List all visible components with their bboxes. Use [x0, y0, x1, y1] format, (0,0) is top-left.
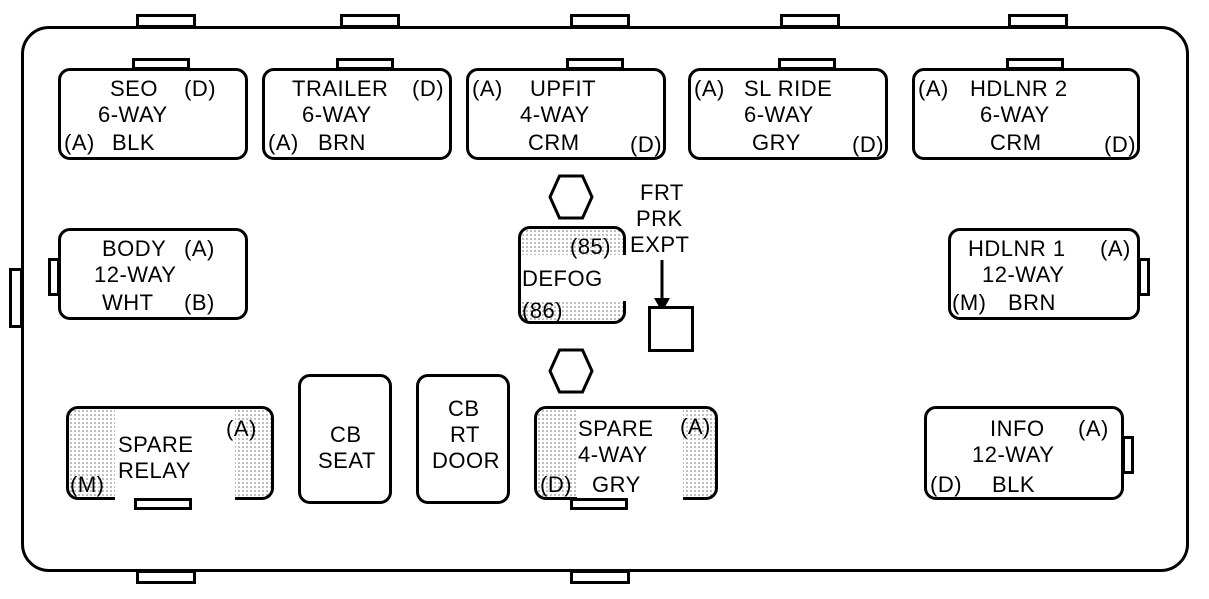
connector-label: HDLNR 1	[968, 238, 1066, 260]
connector-label: (D)	[1104, 134, 1136, 156]
hexagon-icon	[548, 348, 594, 394]
connector-label: 4-WAY	[520, 104, 590, 126]
connector-label: BLK	[112, 132, 155, 154]
enclosure-nub	[9, 268, 23, 328]
connector-label: CB	[448, 398, 480, 420]
connector-nub	[566, 58, 624, 70]
connector-label: (D)	[630, 134, 662, 156]
connector-label: CB	[330, 424, 362, 446]
connector-nub	[48, 258, 60, 296]
connector-label: 6-WAY	[302, 104, 372, 126]
connector-label: 6-WAY	[744, 104, 814, 126]
connector-label: SPARE	[578, 418, 653, 440]
connector-label: (D)	[184, 78, 216, 100]
arrow-down-icon	[652, 260, 672, 312]
frt-prk-expt-target	[648, 306, 694, 352]
connector-label: CRM	[990, 132, 1042, 154]
connector-label: (A)	[918, 78, 949, 100]
hexagon-icon	[548, 174, 594, 220]
connector-nub	[1006, 58, 1064, 70]
connector-label: DOOR	[432, 450, 500, 472]
connector-label: DEFOG	[522, 268, 603, 290]
connector-label: RELAY	[118, 460, 191, 482]
connector-label: 6-WAY	[98, 104, 168, 126]
connector-label: INFO	[990, 418, 1045, 440]
connector-label: (D)	[930, 474, 962, 496]
connector-label: 12-WAY	[982, 264, 1064, 286]
connector-label: GRY	[592, 474, 641, 496]
diagram-stage: SEO(D)6-WAY(A)BLKTRAILER(D)6-WAY(A)BRN(A…	[0, 0, 1209, 599]
connector-label: (85)	[570, 236, 611, 258]
connector-label: HDLNR 2	[970, 78, 1068, 100]
connector-label: 12-WAY	[972, 444, 1054, 466]
connector-label: (B)	[184, 292, 215, 314]
connector-label: (M)	[952, 292, 986, 314]
connector-label: (A)	[184, 238, 215, 260]
connector-label: SL RIDE	[744, 78, 832, 100]
connector-label: SPARE	[118, 434, 193, 456]
connector-label: (A)	[268, 132, 299, 154]
connector-label: BRN	[318, 132, 366, 154]
enclosure-nub	[570, 570, 630, 584]
connector-label: (A)	[1078, 418, 1109, 440]
connector-label: UPFIT	[530, 78, 596, 100]
connector-label: (M)	[70, 474, 104, 496]
connector-label: WHT	[102, 292, 154, 314]
connector-label: GRY	[752, 132, 801, 154]
connector-label: (D)	[412, 78, 444, 100]
enclosure-nub	[780, 14, 840, 28]
connector-nub	[336, 58, 394, 70]
free-label: PRK	[636, 208, 683, 230]
enclosure-nub	[340, 14, 400, 28]
connector-label: (A)	[1100, 238, 1131, 260]
free-label: EXPT	[630, 234, 689, 256]
connector-label: 12-WAY	[94, 264, 176, 286]
enclosure-nub	[136, 570, 196, 584]
enclosure-nub	[1008, 14, 1068, 28]
connector-label: (D)	[540, 474, 572, 496]
connector-nub	[132, 58, 190, 70]
connector-label: BODY	[102, 238, 166, 260]
connector-label: BRN	[1008, 292, 1056, 314]
connector-label: (D)	[852, 134, 884, 156]
connector-label: TRAILER	[292, 78, 388, 100]
connector-label: 6-WAY	[980, 104, 1050, 126]
connector-nub	[778, 58, 836, 70]
connector-label: RT	[450, 424, 480, 446]
enclosure-nub	[570, 14, 630, 28]
connector-label: SEAT	[318, 450, 376, 472]
free-label: FRT	[640, 182, 684, 204]
connector-label: (A)	[680, 416, 711, 438]
connector-label: (86)	[522, 300, 563, 322]
connector-label: (A)	[472, 78, 503, 100]
connector-label: (A)	[64, 132, 95, 154]
connector-nub	[570, 498, 628, 510]
connector-nub	[1138, 258, 1150, 296]
enclosure-nub	[136, 14, 196, 28]
connector-label: (A)	[694, 78, 725, 100]
connector-label: CRM	[528, 132, 580, 154]
connector-label: SEO	[110, 78, 158, 100]
connector-nub	[134, 498, 192, 510]
connector-label: BLK	[992, 474, 1035, 496]
connector-label: (A)	[226, 418, 257, 440]
connector-label: 4-WAY	[578, 444, 648, 466]
connector-nub	[1122, 436, 1134, 474]
